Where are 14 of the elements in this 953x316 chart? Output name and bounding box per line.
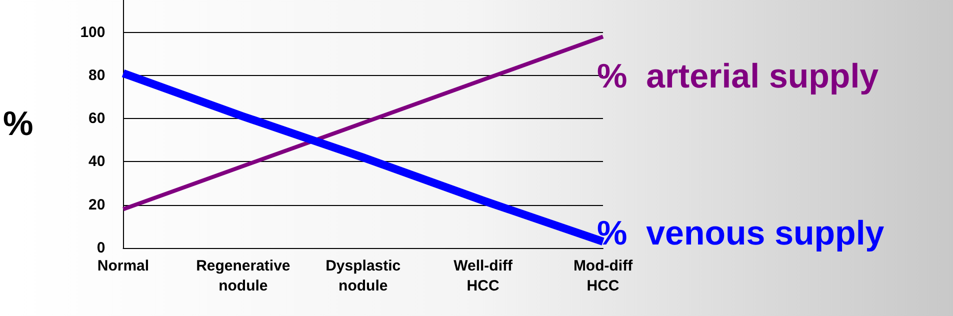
y-tick-label: 40 (88, 153, 106, 170)
x-tick-label: Normal (97, 258, 150, 274)
y-tick-label: 0 (96, 240, 106, 256)
y-tick-label: 20 (88, 196, 106, 214)
x-tick-label: Regenerative nodule (196, 258, 290, 294)
y-tick-label: 60 (88, 110, 106, 128)
x-tick-label: Well-diff HCC (454, 258, 514, 294)
y-tick-label: 80 (88, 66, 106, 84)
x-tick-label: Dysplastic nodule (326, 258, 401, 294)
series-label: % venous supply (597, 214, 884, 253)
x-tick-label: Mod-diff HCC (573, 258, 634, 294)
y-axis-title: % (2, 105, 34, 143)
y-tick-label: 100 (80, 24, 106, 41)
series-label: % arterial supply (597, 58, 879, 96)
